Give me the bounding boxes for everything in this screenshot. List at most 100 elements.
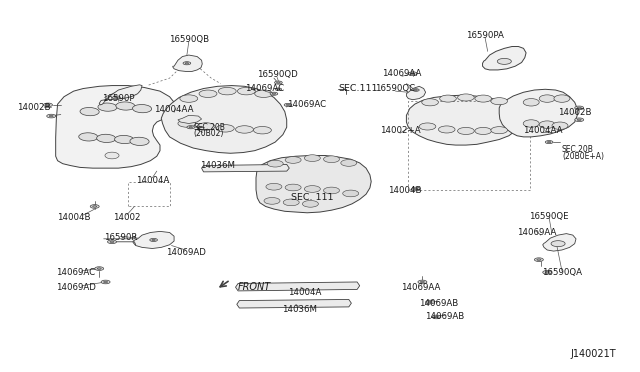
Ellipse shape xyxy=(458,127,474,134)
Ellipse shape xyxy=(323,187,339,194)
Ellipse shape xyxy=(491,98,508,105)
Ellipse shape xyxy=(236,126,253,133)
Ellipse shape xyxy=(108,240,116,244)
Text: 14004A: 14004A xyxy=(136,176,169,185)
Ellipse shape xyxy=(551,241,565,247)
Ellipse shape xyxy=(197,123,215,130)
Ellipse shape xyxy=(189,126,193,128)
Ellipse shape xyxy=(475,95,492,102)
Ellipse shape xyxy=(475,127,492,134)
Text: 14069AA: 14069AA xyxy=(401,283,441,292)
Ellipse shape xyxy=(275,81,282,84)
Ellipse shape xyxy=(577,119,581,121)
Text: 16590QD: 16590QD xyxy=(257,70,298,79)
Ellipse shape xyxy=(97,134,116,142)
Polygon shape xyxy=(173,55,202,71)
Ellipse shape xyxy=(432,315,441,319)
Ellipse shape xyxy=(420,281,424,283)
Ellipse shape xyxy=(543,270,552,274)
Ellipse shape xyxy=(275,88,282,91)
Ellipse shape xyxy=(537,259,541,260)
Ellipse shape xyxy=(547,141,551,143)
Text: 14069AC: 14069AC xyxy=(287,100,326,109)
Polygon shape xyxy=(256,155,371,213)
Ellipse shape xyxy=(285,157,301,163)
Ellipse shape xyxy=(95,267,104,270)
Ellipse shape xyxy=(414,188,418,190)
Text: 14069AB: 14069AB xyxy=(425,312,465,321)
Ellipse shape xyxy=(523,120,539,127)
Ellipse shape xyxy=(130,137,149,145)
Ellipse shape xyxy=(554,95,570,102)
Ellipse shape xyxy=(341,160,357,166)
Ellipse shape xyxy=(497,58,511,64)
Text: SEC. 111: SEC. 111 xyxy=(291,193,333,202)
Polygon shape xyxy=(237,299,351,308)
Ellipse shape xyxy=(180,95,198,102)
Ellipse shape xyxy=(49,115,53,117)
Text: 14004B: 14004B xyxy=(57,213,90,222)
Ellipse shape xyxy=(253,126,271,134)
Polygon shape xyxy=(499,89,577,137)
Ellipse shape xyxy=(277,89,280,90)
Text: 14004AA: 14004AA xyxy=(523,126,563,135)
Text: 14036M: 14036M xyxy=(200,161,235,170)
Ellipse shape xyxy=(284,103,292,106)
Ellipse shape xyxy=(458,94,474,101)
Text: 16590P: 16590P xyxy=(102,94,134,103)
Ellipse shape xyxy=(199,90,217,97)
Ellipse shape xyxy=(80,108,99,116)
Ellipse shape xyxy=(237,87,255,95)
Ellipse shape xyxy=(185,62,189,64)
Ellipse shape xyxy=(418,280,427,284)
Ellipse shape xyxy=(438,126,455,133)
Text: 16590QC: 16590QC xyxy=(376,84,415,93)
Ellipse shape xyxy=(305,186,321,192)
Ellipse shape xyxy=(44,103,52,107)
Ellipse shape xyxy=(419,123,436,130)
Ellipse shape xyxy=(575,118,584,122)
Ellipse shape xyxy=(150,238,157,241)
Ellipse shape xyxy=(183,62,191,65)
Ellipse shape xyxy=(545,141,553,144)
Ellipse shape xyxy=(323,156,339,163)
Ellipse shape xyxy=(268,160,283,167)
Ellipse shape xyxy=(305,155,321,161)
Ellipse shape xyxy=(435,316,438,318)
Ellipse shape xyxy=(110,241,114,243)
Ellipse shape xyxy=(413,89,419,92)
Ellipse shape xyxy=(575,106,584,110)
Ellipse shape xyxy=(440,95,456,102)
Ellipse shape xyxy=(283,199,300,206)
Ellipse shape xyxy=(491,126,508,134)
Text: 16590PA: 16590PA xyxy=(466,31,504,40)
Text: (20B0E+A): (20B0E+A) xyxy=(562,153,604,161)
Text: 16590QA: 16590QA xyxy=(542,268,582,277)
Text: 14002B: 14002B xyxy=(558,108,591,117)
Ellipse shape xyxy=(411,73,415,74)
Text: 16590QE: 16590QE xyxy=(529,212,569,221)
Ellipse shape xyxy=(90,205,99,208)
Polygon shape xyxy=(161,86,287,153)
Ellipse shape xyxy=(115,97,118,98)
Text: 14069AC: 14069AC xyxy=(245,84,285,93)
Ellipse shape xyxy=(545,272,549,273)
Ellipse shape xyxy=(426,300,435,304)
Ellipse shape xyxy=(523,99,539,106)
Text: 14069AA: 14069AA xyxy=(382,69,422,78)
Ellipse shape xyxy=(93,206,97,207)
Ellipse shape xyxy=(264,198,280,204)
Ellipse shape xyxy=(113,96,120,99)
Ellipse shape xyxy=(132,105,152,113)
Ellipse shape xyxy=(276,82,280,83)
Ellipse shape xyxy=(540,95,556,102)
Text: 14004B: 14004B xyxy=(388,186,421,195)
Ellipse shape xyxy=(540,121,556,128)
Text: 14069AD: 14069AD xyxy=(166,248,205,257)
Ellipse shape xyxy=(46,104,50,106)
Ellipse shape xyxy=(286,104,290,106)
Ellipse shape xyxy=(47,114,56,118)
Text: 14002B: 14002B xyxy=(17,103,50,112)
Text: 14002: 14002 xyxy=(113,213,140,222)
Ellipse shape xyxy=(422,99,438,106)
